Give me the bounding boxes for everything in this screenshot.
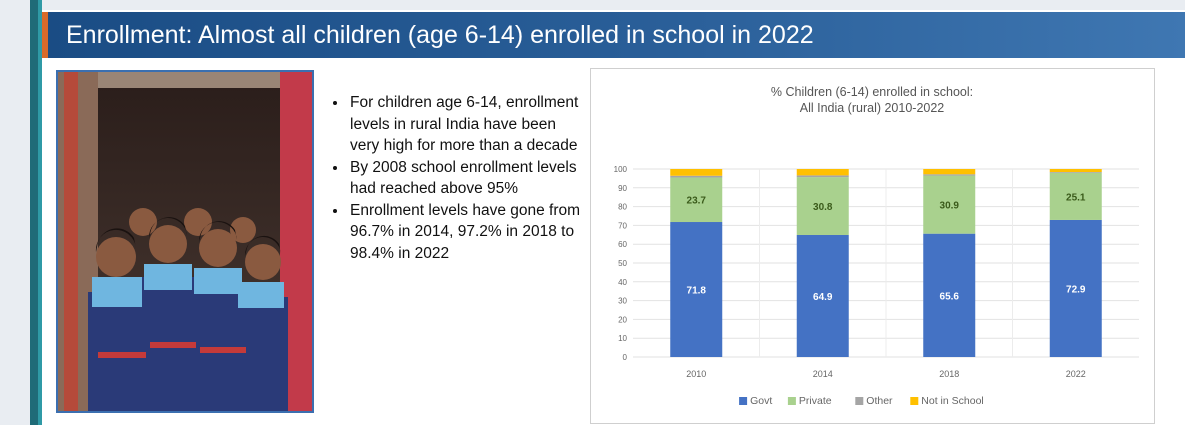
- bullet-item: By 2008 school enrollment levels had rea…: [348, 157, 582, 200]
- title-band: Enrollment: Almost all children (age 6-1…: [42, 12, 1185, 58]
- bar-not-in-school: [796, 169, 849, 176]
- legend-label: Govt: [750, 395, 772, 407]
- legend-label: Not in School: [921, 395, 983, 407]
- data-label: 64.9: [813, 292, 833, 303]
- legend-swatch: [787, 397, 796, 405]
- data-label: 23.7: [687, 196, 707, 207]
- side-accent-bar-light: [38, 0, 42, 425]
- y-tick-label: 90: [618, 184, 627, 193]
- y-tick-label: 10: [618, 334, 627, 343]
- data-label: 72.9: [1066, 284, 1086, 295]
- bar-other: [923, 174, 976, 176]
- data-label: 25.1: [1066, 192, 1086, 203]
- y-tick-label: 20: [618, 315, 627, 324]
- legend-swatch: [910, 397, 919, 405]
- chart-title: % Children (6-14) enrolled in school:: [771, 85, 973, 99]
- chart-svg: % Children (6-14) enrolled in school: All…: [614, 85, 1139, 407]
- y-tick-label: 30: [618, 297, 627, 306]
- bullet-item: Enrollment levels have gone from 96.7% i…: [348, 200, 582, 265]
- bar-not-in-school: [1049, 169, 1102, 173]
- legend-label: Other: [866, 395, 893, 407]
- legend-swatch: [855, 397, 864, 405]
- bar-private: [923, 175, 976, 234]
- bar-private: [670, 177, 723, 223]
- chart-title: All India (rural) 2010-2022: [800, 101, 945, 115]
- y-tick-label: 60: [618, 240, 627, 249]
- x-tick-label: 2018: [939, 369, 959, 379]
- enrollment-chart: % Children (6-14) enrolled in school: All…: [590, 68, 1155, 424]
- y-tick-label: 70: [618, 221, 627, 230]
- y-tick-label: 0: [623, 353, 628, 362]
- bar-govt: [670, 222, 723, 357]
- data-label: 30.9: [940, 201, 960, 212]
- x-tick-label: 2014: [813, 369, 833, 379]
- top-frame: [0, 0, 1185, 10]
- x-tick-label: 2010: [686, 369, 706, 379]
- bar-other: [796, 175, 849, 178]
- bar-not-in-school: [670, 169, 723, 176]
- x-tick-label: 2022: [1066, 369, 1086, 379]
- bar-govt: [796, 234, 849, 357]
- photo-illustration: [58, 72, 312, 411]
- schoolchildren-photo: [56, 70, 314, 413]
- bar-private: [796, 177, 849, 235]
- bar-other: [1049, 172, 1102, 173]
- bar-govt: [1049, 219, 1102, 357]
- data-label: 30.8: [813, 202, 833, 213]
- legend-swatch: [739, 397, 748, 405]
- bar-govt: [923, 233, 976, 357]
- data-label: 65.6: [940, 291, 960, 302]
- title-accent: [42, 12, 48, 58]
- data-label: 71.8: [687, 286, 707, 297]
- bullet-item: For children age 6-14, enrollment levels…: [348, 92, 582, 157]
- bar-not-in-school: [923, 169, 976, 175]
- bullet-list: For children age 6-14, enrollment levels…: [330, 92, 582, 264]
- y-tick-label: 40: [618, 278, 627, 287]
- legend-label: Private: [799, 395, 832, 407]
- side-accent-bar: [30, 0, 38, 425]
- y-tick-label: 50: [618, 259, 627, 268]
- slide-title: Enrollment: Almost all children (age 6-1…: [66, 21, 814, 49]
- left-gutter: [0, 0, 30, 425]
- bar-private: [1049, 172, 1102, 220]
- y-tick-label: 80: [618, 203, 627, 212]
- bar-other: [670, 175, 723, 178]
- y-tick-label: 100: [614, 165, 628, 174]
